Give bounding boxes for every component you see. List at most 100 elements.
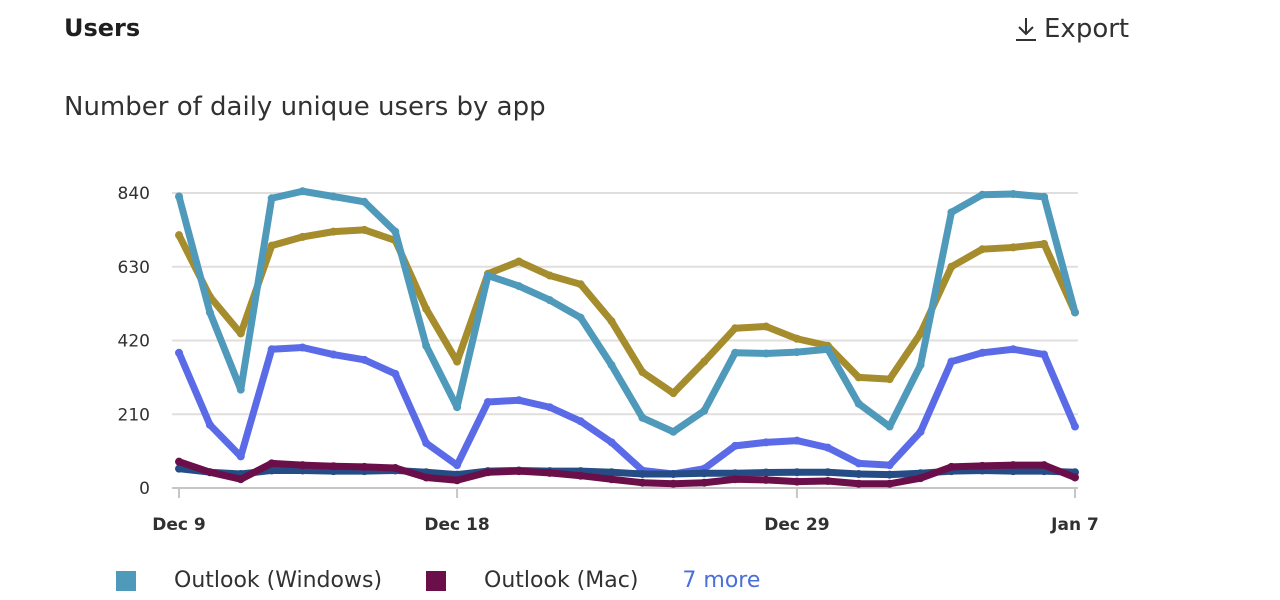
data-point [514, 467, 523, 476]
data-point [854, 479, 863, 488]
data-point [638, 413, 647, 422]
data-point [854, 469, 863, 478]
data-point [700, 406, 709, 415]
legend-label: Outlook (Windows) [174, 568, 383, 593]
data-point [391, 369, 400, 378]
data-point [514, 257, 523, 266]
data-point [669, 479, 678, 488]
data-point [607, 475, 616, 484]
data-point [391, 227, 400, 236]
data-point [731, 348, 740, 357]
y-tick-label: 0 [139, 479, 150, 499]
data-point [360, 225, 369, 234]
legend: Outlook (Windows) Outlook (Mac) 7 more [116, 568, 760, 593]
data-point [947, 262, 956, 271]
data-point [885, 422, 894, 431]
y-tick-label: 210 [118, 405, 150, 425]
data-point [638, 368, 647, 377]
data-point [391, 463, 400, 472]
data-point [545, 271, 554, 280]
data-point [175, 192, 183, 201]
data-point [267, 241, 276, 250]
data-point [854, 399, 863, 408]
data-point [947, 208, 956, 217]
data-point [298, 187, 307, 196]
data-point [669, 427, 678, 436]
data-point [916, 329, 925, 338]
export-label: Export [1044, 14, 1130, 44]
data-point [947, 357, 956, 366]
data-point [267, 466, 276, 475]
data-point [1040, 350, 1049, 359]
data-point [1009, 467, 1018, 476]
data-point [792, 334, 801, 343]
data-point [885, 479, 894, 488]
data-point [792, 348, 801, 357]
data-point [267, 345, 276, 354]
data-point [453, 461, 462, 470]
data-point [545, 296, 554, 305]
data-point [298, 461, 307, 470]
data-point [607, 468, 616, 477]
data-point [453, 357, 462, 366]
data-point [576, 471, 585, 480]
more-series-link[interactable]: 7 more [682, 568, 761, 593]
series-line [175, 458, 1079, 488]
x-tick-label: Dec 18 [424, 515, 489, 535]
data-point [329, 192, 338, 201]
data-point [298, 343, 307, 352]
data-point [731, 324, 740, 333]
data-point [422, 304, 431, 313]
legend-swatch [426, 570, 447, 591]
legend-item-windows[interactable]: Outlook (Windows) [116, 568, 382, 593]
data-point [607, 361, 616, 370]
data-point [483, 271, 492, 280]
data-point [1071, 308, 1079, 317]
data-point [978, 461, 987, 470]
data-point [576, 417, 585, 426]
legend-label: Outlook (Mac) [484, 568, 639, 593]
data-point [236, 385, 245, 394]
data-point [854, 459, 863, 468]
data-point [236, 452, 245, 461]
data-point [700, 478, 709, 487]
data-point [483, 468, 492, 477]
data-point [731, 475, 740, 484]
data-point [823, 468, 832, 477]
data-point [514, 396, 523, 405]
data-point [360, 355, 369, 364]
data-point [669, 469, 678, 478]
section-title: Users [64, 14, 141, 42]
data-point [638, 469, 647, 478]
data-point [978, 348, 987, 357]
download-icon [1016, 18, 1036, 41]
data-point [360, 462, 369, 471]
data-point [885, 461, 894, 470]
data-point [422, 341, 431, 350]
data-point [1040, 239, 1049, 248]
data-point [1040, 192, 1049, 201]
data-point [453, 476, 462, 485]
data-point [298, 232, 307, 241]
series-line [175, 187, 1079, 436]
data-point [205, 420, 214, 429]
data-point [236, 329, 245, 338]
data-point [823, 443, 832, 452]
data-point [236, 475, 245, 484]
export-button[interactable]: Export [1014, 14, 1129, 44]
x-tick-label: Dec 9 [152, 515, 205, 535]
data-point [731, 441, 740, 450]
legend-item-mac[interactable]: Outlook (Mac) [426, 568, 638, 593]
data-point [514, 282, 523, 291]
data-point [607, 317, 616, 326]
data-point [576, 313, 585, 322]
data-point [267, 194, 276, 203]
data-point [978, 190, 987, 199]
data-point [205, 468, 214, 477]
y-tick-label: 420 [118, 332, 150, 352]
data-point [916, 361, 925, 370]
data-point [545, 403, 554, 412]
data-point [731, 469, 740, 478]
data-point [854, 373, 863, 382]
